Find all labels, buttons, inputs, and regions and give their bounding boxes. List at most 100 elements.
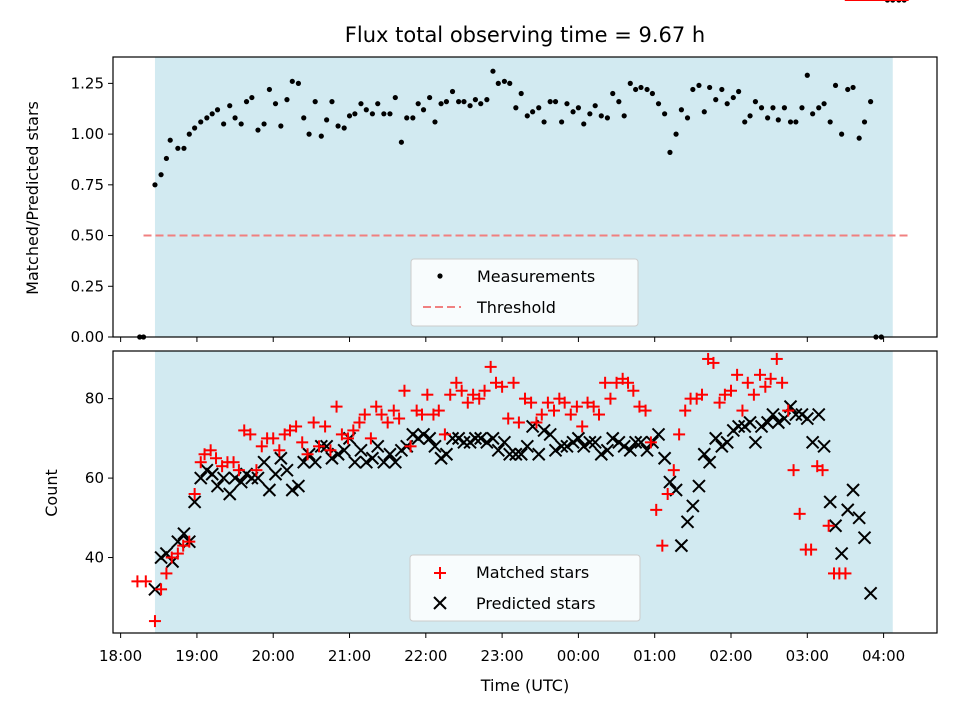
predicted-stars-point [571,431,586,446]
matched-stars-point [541,396,554,409]
matched-stars-point [627,384,640,397]
predicted-stars-point [365,451,380,465]
predicted-stars-point [291,479,306,493]
measurement-point [633,86,639,93]
matched-stars-point [296,436,309,449]
predicted-stars-point [692,479,706,493]
measurement-point [467,103,473,109]
predicted-stars-point-stroke [428,439,442,454]
predicted-stars-point-stroke [216,471,231,485]
bottom-legend-box [409,554,641,622]
predicted-stars-point [617,439,631,454]
predicted-stars-point [846,483,860,497]
predicted-stars-point [354,443,368,458]
predicted-stars-point-stroke [720,435,734,450]
y-tick-label: 1.00 [71,125,104,143]
measurement-point [363,107,369,113]
y-tick-label: 0.75 [71,176,104,194]
measurement-point [816,105,822,111]
measurement-point [249,94,255,101]
matched-stars-point [570,400,583,413]
matched-stars-point [467,388,480,401]
matched-stars-point [165,551,178,564]
predicted-stars-point-stroke [171,534,185,549]
predicted-stars-point [439,447,454,461]
matched-stars-point [656,539,669,552]
matched-stars-point [696,388,709,401]
predicted-stars-point-stroke [308,455,322,469]
predicted-stars-point [577,439,591,454]
predicted-stars-point [709,431,723,446]
measurement-point [616,99,622,105]
measurement-point [667,149,673,155]
predicted-stars-point-stroke [280,463,294,477]
predicted-stars-point [234,475,248,489]
matched-stars-point [741,376,754,389]
predicted-stars-point [268,467,283,481]
measurement-point [724,101,730,107]
measurement-point [484,97,490,103]
predicted-stars-point [857,530,872,545]
predicted-stars-point [223,487,237,501]
measurement-point [346,113,353,119]
measurement-point [438,101,444,107]
matched-stars-point [535,408,548,421]
matched-stars-point [210,452,222,465]
y-tick-label: 0.00 [71,328,104,346]
matched-stars-point [793,507,806,520]
predicted-stars-point [748,435,763,450]
predicted-stars-point-stroke [731,419,746,434]
predicted-stars-point [457,435,471,450]
predicted-stars-point [532,447,546,461]
measurement-point [507,80,513,86]
predicted-stars-point [480,435,494,450]
measurement-point [513,105,519,111]
predicted-stars-point [863,586,878,600]
measurement-point [495,80,501,86]
predicted-stars-point-stroke [846,483,860,497]
bottom-x-axis: 18:00 19:00 20:00 21:00 22:00 23:00 00:00 01:00… [99,633,905,665]
bottom-panel: 40 60 80 18:00 19:00 20:00 21:00 22:00 23:00 00:… [42,0,938,695]
predicted-stars-point [760,415,775,430]
measurement-point [604,115,611,121]
measurement-point [621,113,627,119]
predicted-stars-point-stroke [257,455,271,469]
predicted-stars-point [177,526,191,541]
matched-stars-point [171,547,184,560]
predicted-stars-point [800,411,815,426]
predicted-stars-point-stroke [388,455,403,469]
predicted-stars-point [823,495,837,509]
measurement-point [524,113,530,119]
predicted-stars-point-stroke [692,479,706,493]
matched-stars-point [787,464,800,477]
measurement-point [598,113,604,119]
measurement-point [341,125,347,131]
predicted-stars-point-stroke [852,511,866,525]
measurement-point [536,105,542,111]
predicted-stars-point-stroke [834,546,849,561]
matched-stars-point [759,380,772,393]
legend-predicted-marker [433,596,447,610]
matched-stars-point [139,575,152,588]
matched-stars-point [398,384,411,397]
predicted-stars-point [537,423,551,438]
matched-stars-point [284,424,297,437]
x-axis-label: Time (UTC) [480,676,569,695]
measurement-point [243,99,250,105]
matched-stars-point [198,448,211,461]
matched-stars-point [776,376,789,389]
legend-measurements-label: Measurements [477,267,595,286]
measurement-point [655,101,662,107]
matched-stars-point [507,376,520,389]
matched-stars-point [736,404,749,417]
matched-stars-point [160,567,173,580]
predicted-stars-point [497,435,512,450]
predicted-stars-point-stroke [594,447,609,461]
predicted-stars-point [348,455,362,469]
predicted-stars-point-stroke [577,439,591,454]
matched-stars-point [370,400,383,413]
predicted-stars-point-stroke [543,427,557,442]
predicted-stars-point [594,447,609,461]
measurement-point [329,99,335,105]
predicted-stars-point [280,463,294,477]
